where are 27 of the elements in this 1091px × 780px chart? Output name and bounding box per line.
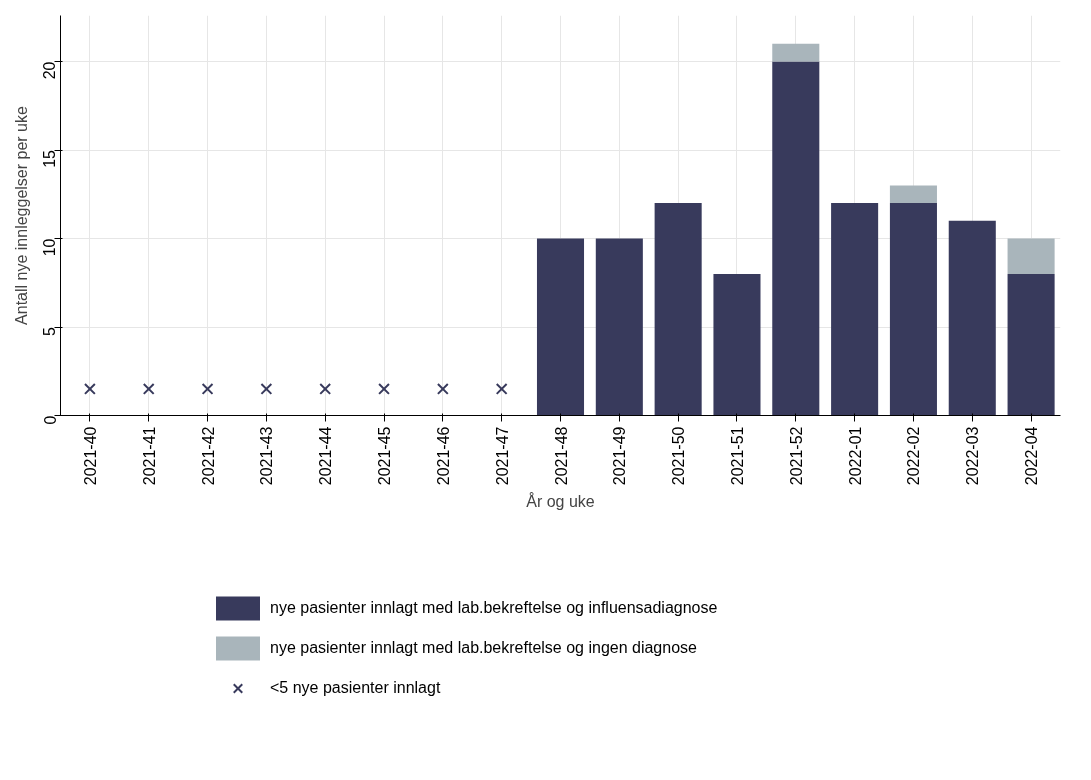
x-tick-label: 2021-48: [552, 426, 570, 486]
x-tick-label: 2021-50: [670, 426, 688, 486]
legend-label: nye pasienter innlagt med lab.bekreftelse og influensadiagnose: [270, 599, 718, 617]
x-tick-label: 2022-01: [846, 426, 864, 486]
x-tick-label: 2021-51: [728, 426, 746, 486]
x-tick-label: 2021-43: [258, 426, 276, 486]
x-tick-label: 2021-42: [199, 426, 217, 486]
x-tick-label: 2021-52: [787, 426, 805, 486]
y-tick-label: 20: [41, 61, 59, 80]
x-tick-label: 2021-40: [81, 426, 99, 486]
legend-label: <5 nye pasienter innlagt: [270, 679, 441, 697]
x-tick-label: 2021-49: [611, 426, 629, 486]
x-tick-label: 2022-03: [964, 426, 982, 486]
x-tick-label: 2022-02: [905, 426, 923, 486]
y-tick-label: 5: [41, 326, 59, 336]
y-tick-label: 10: [41, 238, 59, 257]
x-axis-title: År og uke: [526, 492, 595, 511]
x-tick-label: 2021-44: [317, 426, 335, 486]
x-tick-label: 2021-46: [434, 426, 452, 486]
legend-label: nye pasienter innlagt med lab.bekreftelse og ingen diagnose: [270, 639, 697, 657]
y-axis-title: Antall nye innleggelser per uke: [12, 106, 30, 325]
x-tick-label: 2021-47: [493, 426, 511, 486]
y-tick-label: 15: [41, 149, 59, 168]
x-tick-label: 2021-41: [140, 426, 158, 486]
x-tick-label: 2021-45: [376, 426, 394, 486]
x-tick-label: 2022-04: [1023, 426, 1041, 486]
y-tick-label: 0: [41, 415, 59, 425]
